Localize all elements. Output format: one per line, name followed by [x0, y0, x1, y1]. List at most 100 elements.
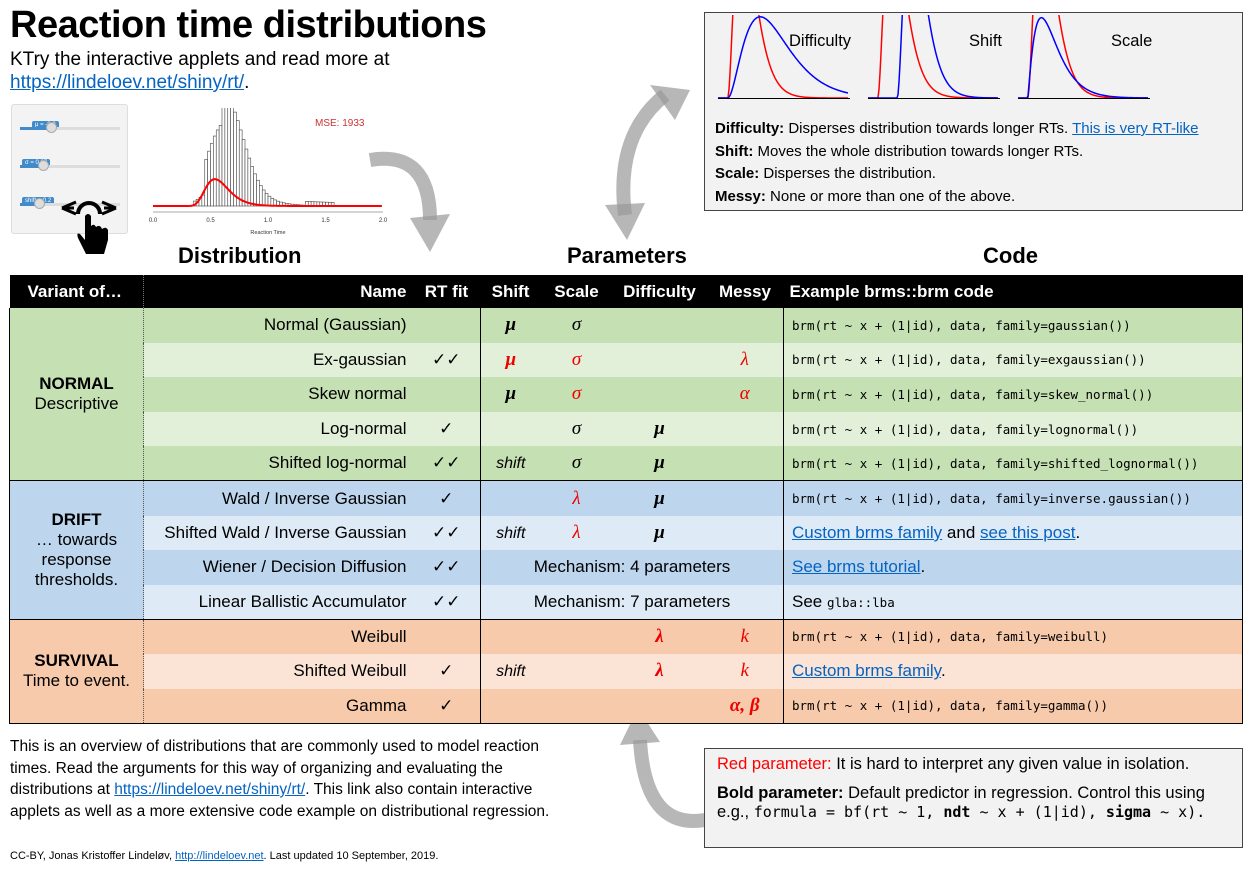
definition-difficulty: Difficulty: Disperses distribution towar…	[715, 120, 1199, 137]
histogram-bar	[253, 173, 257, 207]
table-row: Skew normal μ σ α brm(rt ~ x + (1|id), data,…	[9, 377, 1243, 412]
table-row: Ex-gaussian ✓✓ μ σ λ brm(rt ~ x + (1|id), dat…	[9, 342, 1243, 378]
histogram-bar	[236, 120, 240, 207]
code-example: brm(rt ~ x + (1|id), data, family=skew_n…	[783, 377, 1243, 412]
distribution-name: Linear Ballistic Accumulator	[143, 584, 413, 620]
group-label: SURVIVAL Time to event.	[9, 619, 144, 724]
density-curve	[1018, 15, 1149, 99]
credit: CC-BY, Jonas Kristoffer Lindeløv, http:/…	[10, 850, 439, 862]
credit-link[interactable]: http://lindeloev.net	[175, 850, 264, 862]
table-row: Linear Ballistic Accumulator ✓✓ Mechanism:…	[9, 584, 1243, 620]
histogram-bar	[267, 195, 272, 207]
table-row: Shifted Wald / Inverse Gaussian ✓✓ shift λ μ…	[9, 515, 1243, 551]
code-example: brm(rt ~ x + (1|id), data, family=weibul…	[783, 619, 1243, 654]
parameter-symbol: σ	[571, 418, 582, 440]
label-difficulty: Difficulty	[789, 32, 852, 50]
table-row: Log-normal ✓ σ μ brm(rt ~ x + (1|id), data, …	[9, 411, 1243, 447]
histogram-bar	[247, 157, 252, 207]
parameter-slider[interactable]: μ = -0.9	[20, 113, 120, 143]
distribution-name: Shifted Weibull	[293, 661, 407, 681]
histogram-bar	[256, 179, 260, 207]
code-text: .	[920, 557, 926, 577]
parameter-symbol: λ	[655, 625, 664, 647]
code-text: brm(rt ~ x + (1|id), data, family=skew_n…	[792, 386, 1154, 402]
x-tick-label: 1.5	[321, 218, 330, 224]
section-code: Code	[983, 243, 1038, 268]
x-axis-label: Reaction Time	[250, 230, 285, 236]
distribution-name: Weibull	[351, 626, 407, 646]
table-row: Shifted log-normal ✓✓ shift σ μ brm(rt ~ x + …	[9, 446, 1243, 482]
footer-text: This is an overview of distributions tha…	[10, 738, 550, 820]
rt-fit: ✓	[439, 419, 454, 439]
section-distribution: Distribution	[178, 243, 302, 268]
code-text: brm(rt ~ x + (1|id), data, family=lognor…	[792, 421, 1139, 437]
histogram-bar	[218, 125, 223, 207]
arrow-icon	[368, 151, 450, 252]
code-example: brm(rt ~ x + (1|id), data, family=shifte…	[783, 446, 1243, 482]
table-row: Gamma ✓ α, β brm(rt ~ x + (1|id), data, fam…	[9, 688, 1243, 724]
rt-fit	[413, 377, 481, 412]
parameter-symbol: μ	[505, 348, 517, 370]
legend-bold: Bold parameter: Default predictor in reg…	[717, 784, 1206, 821]
footer-link[interactable]: https://lindeloev.net/shiny/rt/	[114, 781, 306, 798]
code-text: See	[792, 591, 827, 611]
x-tick-label: 0.0	[149, 218, 158, 224]
column-header: Example brms::brm code	[783, 275, 1243, 308]
column-header: Variant of…	[9, 275, 144, 308]
distribution-name: Shifted Wald / Inverse Gaussian	[164, 522, 407, 542]
slider-handle[interactable]	[38, 160, 49, 171]
histogram-bar	[221, 108, 226, 207]
code-text: brm(rt ~ x + (1|id), data, family=invers…	[792, 491, 1191, 507]
histogram-bar	[210, 142, 214, 207]
rt-fit: ✓✓	[432, 349, 461, 369]
code-link[interactable]: Custom brms family	[792, 522, 943, 542]
rt-like-link[interactable]: This is very RT-like	[1072, 120, 1199, 137]
fit-curve	[153, 178, 382, 207]
slider-handle[interactable]	[46, 122, 57, 133]
rt-fit	[413, 619, 481, 654]
code-link[interactable]: Custom brms family	[792, 661, 941, 681]
parameter-symbol: σ	[571, 452, 582, 474]
code-text: .	[940, 661, 946, 681]
parameter-symbol: μ	[654, 452, 665, 474]
histogram-bar	[213, 135, 217, 207]
parameter-symbol: λ	[655, 660, 664, 682]
code-example: See glba::lba	[783, 584, 1243, 620]
applet-link[interactable]: https://lindeloev.net/shiny/rt/	[10, 72, 245, 93]
rt-fit: ✓	[412, 688, 481, 724]
distribution-name: Ex-gaussian	[312, 349, 407, 369]
label-scale: Scale	[1111, 32, 1153, 50]
distribution-table: Variant of… Name RT fit Shift Scale Difficult…	[9, 275, 1243, 724]
histogram-bar	[238, 129, 243, 207]
parameter-symbol: shift	[496, 455, 526, 473]
definitions: Difficulty: Disperses distribution towar…	[715, 118, 1199, 208]
group-label: NORMAL Descriptive	[9, 308, 144, 482]
parameter-symbol: k	[740, 660, 749, 682]
arrow-icon	[605, 85, 690, 240]
distribution-name: Wald / Inverse Gaussian	[221, 488, 407, 508]
illustration-box	[704, 12, 1243, 211]
parameter-symbol: μ	[654, 521, 665, 543]
code-example: Custom brms family.	[783, 653, 1243, 689]
parameter-symbol: μ	[654, 487, 665, 509]
hand-swipe-icon	[61, 200, 117, 254]
parameter-symbol: μ	[505, 314, 517, 336]
histogram-bar	[261, 189, 266, 207]
density-curve	[1018, 16, 1149, 99]
definition-shift: Shift: Moves the whole distribution towa…	[715, 142, 1084, 160]
parameter-slider[interactable]: σ = 0.37	[20, 151, 120, 181]
table-row: SURVIVAL Time to event. Weibull λ k brm(rt ~ …	[9, 619, 1243, 724]
histogram-bar	[264, 193, 269, 207]
code-link[interactable]: see this post	[980, 522, 1076, 542]
code-link[interactable]: See brms tutorial	[792, 557, 921, 577]
histogram-bar	[215, 129, 220, 207]
parameter-illustration	[718, 15, 1150, 99]
code-text: brm(rt ~ x + (1|id), data, family=exgaus…	[792, 352, 1146, 368]
slider-handle[interactable]	[34, 198, 45, 209]
mechanism: Mechanism: 7 parameters	[480, 584, 784, 620]
density-curve	[868, 15, 999, 99]
rt-fit: ✓	[439, 661, 454, 681]
rt-fit: ✓✓	[432, 557, 461, 577]
density-curve	[718, 16, 849, 99]
histogram-bar	[244, 148, 249, 207]
